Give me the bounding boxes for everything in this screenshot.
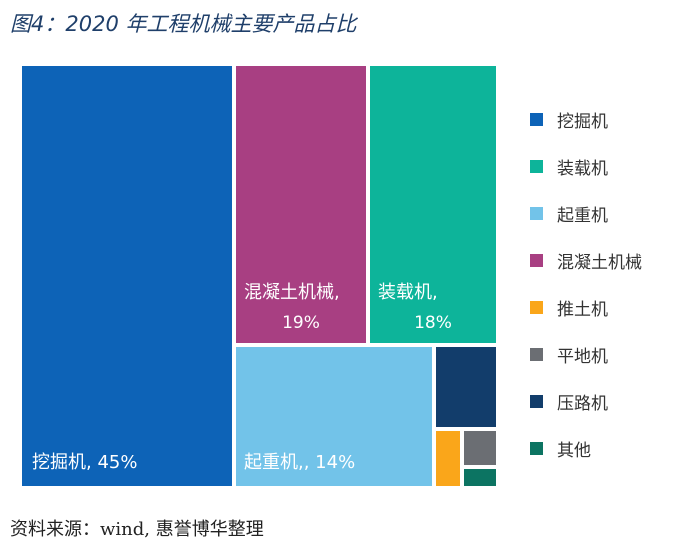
legend-label: 起重机 (557, 206, 608, 226)
treemap-tile (436, 347, 496, 427)
legend-swatch (530, 348, 543, 361)
legend-label: 推土机 (557, 300, 608, 320)
tile-value-label: 18% (414, 313, 452, 333)
legend-swatch (530, 395, 543, 408)
legend-label: 装载机 (557, 159, 608, 179)
legend-item: 挖掘机 (530, 96, 695, 143)
tile-value-label: , 45% (86, 452, 137, 473)
legend-label: 挖掘机 (557, 112, 608, 132)
tile-value-label: 19% (282, 313, 320, 333)
legend-item: 平地机 (530, 331, 695, 378)
treemap-tile (436, 431, 460, 486)
tile-label: 混凝土机械, (244, 282, 340, 303)
treemap-tile (464, 469, 496, 486)
tile-label: 起重机, (244, 452, 304, 473)
treemap-tile (370, 66, 496, 343)
legend-swatch (530, 113, 543, 126)
legend-item: 装载机 (530, 143, 695, 190)
treemap-tile (236, 66, 366, 343)
legend-label: 压路机 (557, 394, 608, 414)
legend-item: 混凝土机械 (530, 237, 695, 284)
tile-label: 挖掘机 (32, 452, 86, 473)
tile-label: 装载机, (378, 282, 438, 303)
legend-item: 推土机 (530, 284, 695, 331)
legend: 挖掘机装载机起重机混凝土机械推土机平地机压路机其他 (530, 96, 695, 472)
legend-item: 其他 (530, 425, 695, 472)
treemap-tile (22, 66, 232, 486)
legend-swatch (530, 254, 543, 267)
legend-swatch (530, 160, 543, 173)
legend-label: 混凝土机械 (557, 253, 642, 273)
legend-item: 压路机 (530, 378, 695, 425)
treemap-tile (236, 347, 432, 486)
chart-title: 图4：2020 年工程机械主要产品占比 (10, 12, 357, 36)
legend-swatch (530, 207, 543, 220)
legend-label: 平地机 (557, 347, 608, 367)
tile-value-label: , 14% (304, 452, 355, 473)
legend-swatch (530, 301, 543, 314)
source-note: 资料来源：wind, 惠誉博华整理 (10, 519, 264, 540)
treemap-chart: 挖掘机, 45% 混凝土机械, 19% 装载机, 18% 起重机,, 14% (22, 66, 496, 486)
legend-item: 起重机 (530, 190, 695, 237)
treemap-tile (464, 431, 496, 465)
legend-swatch (530, 442, 543, 455)
legend-label: 其他 (557, 441, 591, 461)
